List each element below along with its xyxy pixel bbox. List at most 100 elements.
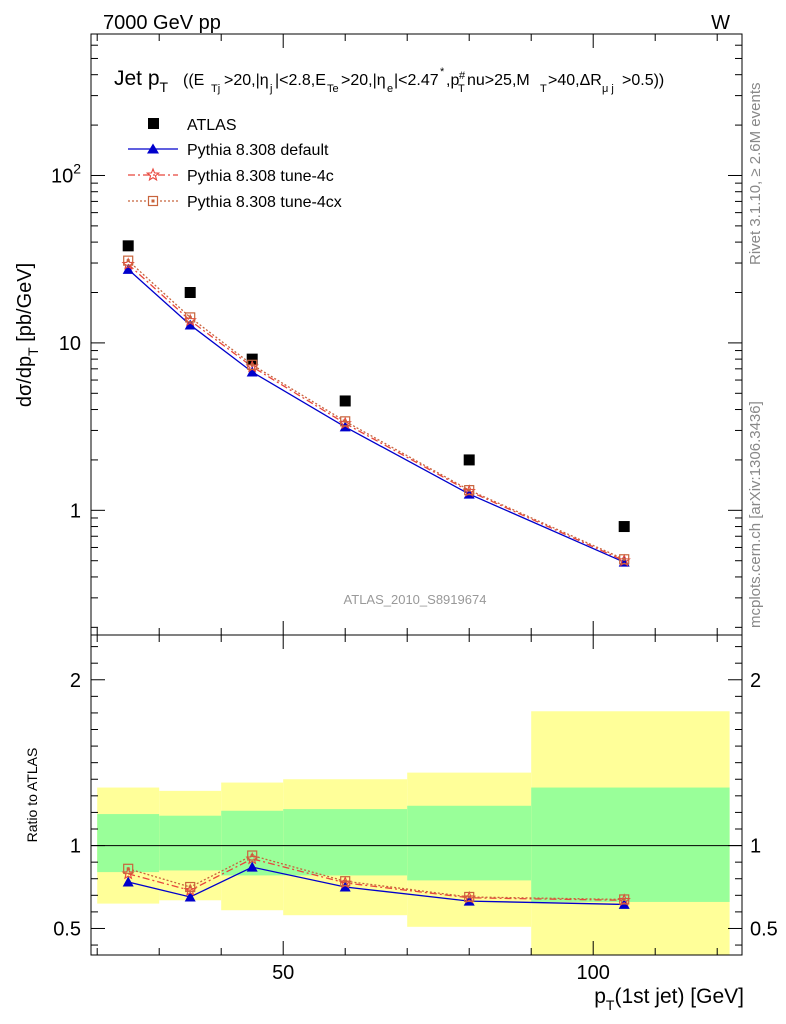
main-point-default <box>122 263 134 274</box>
ratio-point-tune4cx <box>247 850 258 861</box>
main-line-tune4cx <box>127 260 625 560</box>
main-point-tune4cx <box>464 485 475 496</box>
legend-label-tune4c: Pythia 8.308 tune-4c <box>187 168 334 185</box>
ratio-y-tick-label-right: 1 <box>750 836 761 858</box>
main-point-tune4cx-dot <box>250 363 254 367</box>
legend-item-tune4c: Pythia 8.308 tune-4c <box>128 167 334 185</box>
ratio-point-tune4cx <box>464 891 475 903</box>
svg-text:>20,|η: >20,|η <box>224 72 269 89</box>
main-line-default <box>127 268 625 563</box>
main-point-default <box>184 319 196 330</box>
svg-text:T: T <box>540 83 547 95</box>
ratio-bands <box>97 711 730 955</box>
svg-text:((E: ((E <box>183 72 204 89</box>
main-point-tune4cx-dot <box>622 557 626 561</box>
ratio-line-tune4cx <box>128 854 625 901</box>
main-ticks: 1 10 102 <box>51 33 742 635</box>
svg-text:Tj: Tj <box>211 83 220 95</box>
y-tick-label: 1 <box>70 500 81 522</box>
svg-text:j: j <box>269 83 272 95</box>
x-tick-label: 50 <box>272 962 294 984</box>
svg-text:|<2.47: |<2.47 <box>394 72 439 89</box>
main-series <box>121 240 631 567</box>
main-point-tune4cx <box>619 554 630 565</box>
x-tick-label: 100 <box>577 962 610 984</box>
legend-label-default: Pythia 8.308 default <box>187 142 329 159</box>
ratio-point-default <box>339 881 351 892</box>
ratio-line-default <box>128 866 625 906</box>
legend-item-atlas: ATLAS <box>148 117 237 134</box>
ratio-y-axis-label: Ratio to ATLAS <box>24 748 40 843</box>
main-point-default <box>246 366 258 377</box>
ratio-band-green <box>283 809 408 876</box>
ratio-y-tick-label-left: 2 <box>70 670 81 692</box>
main-point-atlas <box>618 521 630 533</box>
svg-text:*: * <box>440 66 445 78</box>
ratio-point-tune4cx-dot <box>343 879 347 883</box>
legend-marker-atlas <box>148 118 159 129</box>
ratio-point-default <box>184 891 196 902</box>
ratio-y-tick-label-left: 0.5 <box>53 918 81 940</box>
main-point-tune4cx-dot <box>467 488 471 492</box>
ratio-y-tick-label-right: 2 <box>750 670 761 692</box>
ratio-point-tune4cx <box>619 894 630 905</box>
legend-item-tune4cx: Pythia 8.308 tune-4cx <box>128 194 342 211</box>
analysis-watermark: ATLAS_2010_S8919674 <box>344 592 487 607</box>
main-point-atlas <box>463 454 475 466</box>
main-point-atlas <box>122 240 134 252</box>
main-point-tune4cx <box>340 416 351 427</box>
main-y-axis-label: dσ/dpT [pb/GeV] <box>14 263 41 407</box>
ratio-y-tick-label-left: 1 <box>70 836 81 858</box>
ratio-point-tune4cx-dot <box>188 885 192 889</box>
main-point-tune4cx-dot <box>343 419 347 423</box>
mcplots-label: mcplots.cern.ch [arXiv:1306.3436] <box>747 401 764 628</box>
ratio-ticks: 0.5 0.5 1 1 2 2 50 100 <box>53 635 778 984</box>
ratio-line-tune4c <box>128 858 625 901</box>
svg-text:e: e <box>387 83 393 95</box>
ratio-point-tune4cx-dot <box>250 854 254 858</box>
y-tick-label: 10 <box>59 333 81 355</box>
y-tick-label: 102 <box>51 160 81 187</box>
legend-marker-tune4c <box>145 167 161 182</box>
ratio-point-tune4cx <box>185 881 196 893</box>
svg-text:>40,ΔR: >40,ΔR <box>548 72 602 89</box>
main-point-atlas <box>339 395 351 407</box>
svg-text:|<2.8,E: |<2.8,E <box>275 72 326 89</box>
main-panel: 1 10 102 Jet pT ((E Tj >20,|η j |<2.8,E Te… <box>14 33 743 636</box>
legend-marker-tune4cx-dot <box>151 199 155 203</box>
rivet-version-label: Rivet 3.1.10, ≥ 2.6M events <box>747 83 764 266</box>
main-line-tune4c <box>127 263 625 562</box>
svg-text:Te: Te <box>327 83 339 95</box>
x-axis-label: pT(1st jet) [GeV] <box>594 985 744 1013</box>
ratio-point-tune4cx <box>340 876 351 887</box>
main-point-tune4cx <box>247 359 258 370</box>
header-left: 7000 GeV pp <box>103 12 221 34</box>
main-point-tune4cx <box>123 255 134 266</box>
ratio-frame <box>90 634 743 956</box>
ratio-band-green <box>97 814 160 873</box>
plot-title-cuts: ((E Tj >20,|η j |<2.8,E Te >20,|η e |<2.… <box>183 66 664 95</box>
main-point-atlas <box>246 353 258 365</box>
main-point-tune4cx-dot <box>126 259 130 263</box>
legend-label-atlas: ATLAS <box>187 117 237 134</box>
ratio-point-tune4cx-dot <box>467 895 471 899</box>
svg-text:>0.5)): >0.5)) <box>622 72 664 89</box>
main-point-tune4cx-dot <box>188 315 192 319</box>
ratio-panel: 0.5 0.5 1 1 2 2 50 100 Ratio to ATLAS pT(1st je… <box>24 634 778 1013</box>
ratio-point-default <box>122 876 134 887</box>
plot-title: Jet pT ((E Tj >20,|η j |<2.8,E Te >20,|η… <box>114 66 664 95</box>
svg-text:#: # <box>459 70 466 82</box>
svg-text:,p: ,p <box>446 72 459 89</box>
ratio-point-default <box>246 861 258 872</box>
ratio-point-tune4cx-dot <box>622 897 626 901</box>
ratio-band-green <box>159 815 222 871</box>
ratio-band-green <box>531 787 730 902</box>
svg-text:>20,|η: >20,|η <box>341 72 386 89</box>
main-point-tune4cx <box>185 312 196 323</box>
ratio-y-tick-label-right: 0.5 <box>750 918 778 940</box>
svg-text:μ j: μ j <box>602 83 614 95</box>
header-right: W <box>711 12 730 34</box>
legend-label-tune4cx: Pythia 8.308 tune-4cx <box>187 194 342 211</box>
legend: ATLAS Pythia 8.308 default Pythia 8.308 … <box>128 117 342 211</box>
